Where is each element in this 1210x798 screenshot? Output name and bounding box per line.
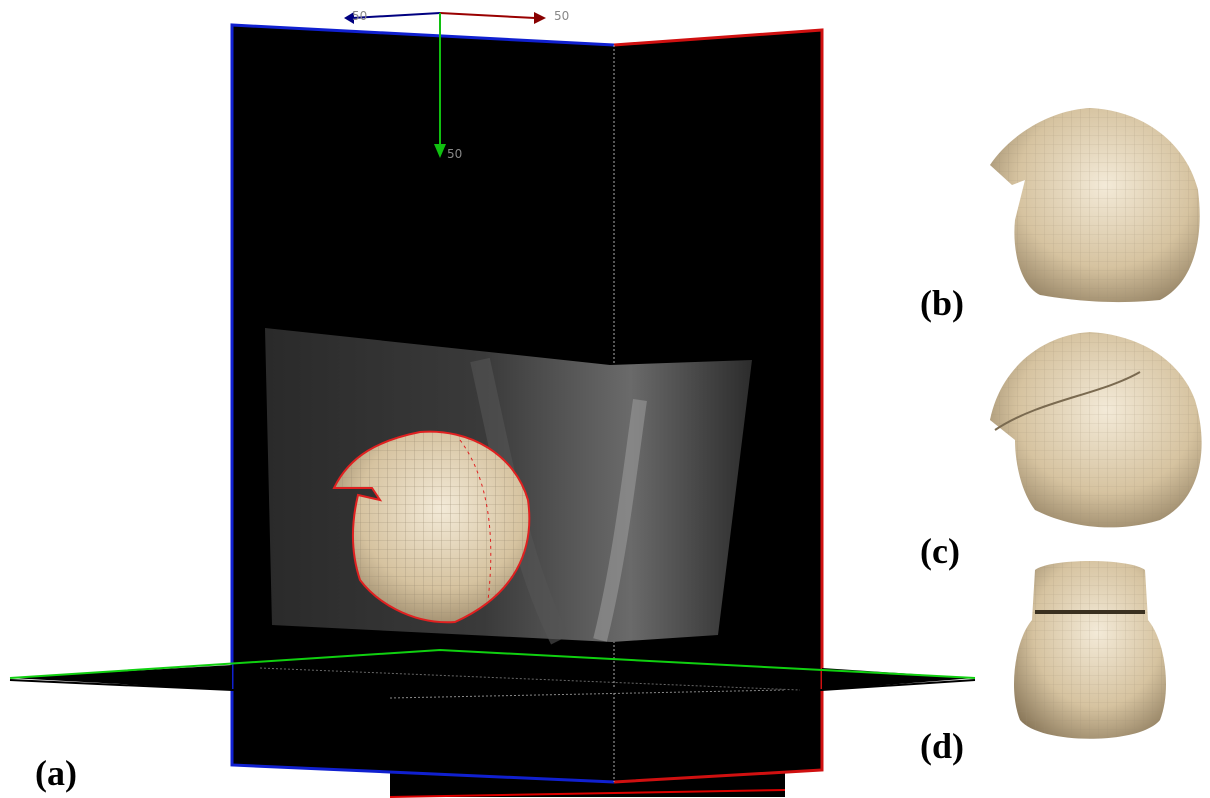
mesh-model xyxy=(990,332,1202,528)
axis-label: 50 xyxy=(554,9,569,23)
mesh-view xyxy=(1013,561,1167,739)
horizontal-plane xyxy=(822,668,975,690)
axis-label: 50 xyxy=(447,147,462,161)
plane-edge xyxy=(9,648,976,679)
mesh-model xyxy=(994,371,1141,431)
plane-edge xyxy=(230,23,615,784)
mesh-model xyxy=(1013,561,1167,739)
axis xyxy=(351,12,441,19)
panel-label: (d) xyxy=(920,726,964,766)
axis-arrow xyxy=(344,12,354,24)
mesh-view xyxy=(990,108,1200,303)
plane-edge xyxy=(9,679,976,691)
mesh-model xyxy=(459,439,492,601)
plane-edge xyxy=(389,789,786,798)
axis xyxy=(439,12,536,19)
mri-slice xyxy=(593,399,647,642)
mesh-view xyxy=(990,332,1202,528)
panel-label: (c) xyxy=(920,531,960,571)
axis-arrow xyxy=(434,144,446,158)
axis-arrow xyxy=(534,12,546,24)
panel-label: (a) xyxy=(35,753,77,793)
axis-label: 50 xyxy=(352,9,367,23)
horizontal-plane xyxy=(10,665,232,690)
panel-label: (b) xyxy=(920,283,964,323)
plane-edge xyxy=(613,28,824,784)
plane-edge xyxy=(389,689,786,699)
mesh-model xyxy=(990,108,1200,303)
